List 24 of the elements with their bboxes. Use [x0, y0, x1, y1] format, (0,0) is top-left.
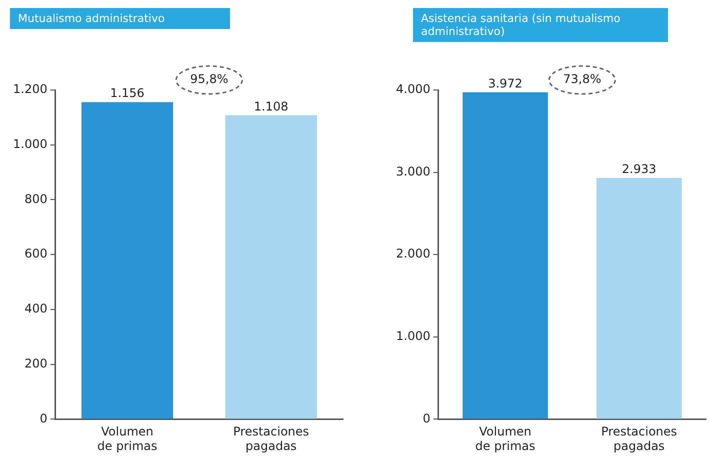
data-label: 3.972	[488, 76, 522, 90]
data-label: 1.108	[254, 99, 288, 114]
y-tick-label: 0	[40, 411, 48, 426]
y-tick-label: 200	[24, 356, 48, 370]
chart-title: Asistencia sanitaria (sin mutualismo administrativo)	[413, 8, 668, 42]
y-tick-label: 4.000	[396, 82, 430, 96]
data-label: 1.156	[110, 86, 144, 100]
chart-title: Mutualismo administrativo	[10, 8, 230, 29]
y-tick-label: 2.000	[396, 246, 430, 261]
y-tick-label: 3.000	[396, 164, 430, 178]
y-tick-label: 1.000	[396, 329, 430, 344]
y-tick-label: 800	[24, 192, 48, 206]
text: 73,8%	[563, 72, 602, 86]
x-tick-label: Prestaciones pagadas	[601, 424, 678, 453]
y-tick-label: 1.200	[12, 82, 48, 96]
x-tick-label: Volumen de primas	[97, 424, 158, 453]
x-tick-label: Volumen de primas	[475, 424, 536, 453]
data-label: 2.933	[622, 162, 656, 176]
y-tick-label: 1.000	[12, 136, 48, 151]
y-tick-label: 0	[422, 411, 430, 426]
y-tick-label: 400	[24, 302, 48, 316]
x-tick-label: Prestaciones pagadas	[233, 424, 310, 453]
y-tick-label: 600	[24, 246, 48, 261]
text: 95,8%	[190, 72, 228, 86]
